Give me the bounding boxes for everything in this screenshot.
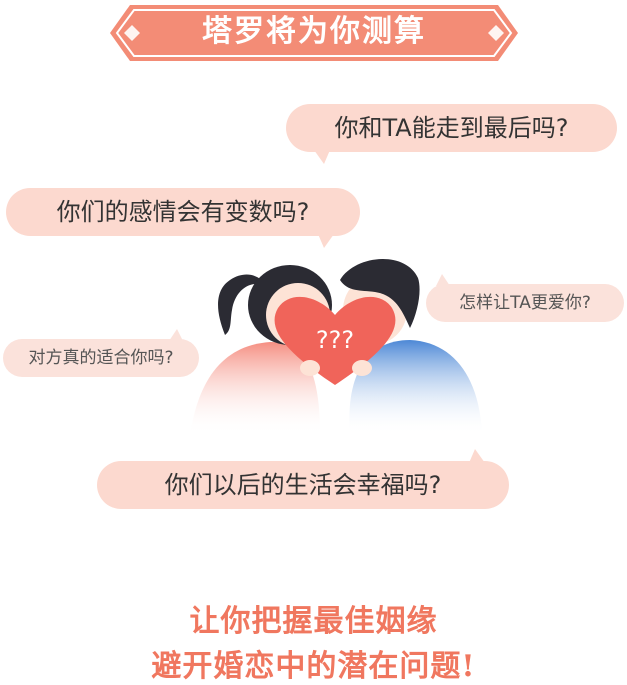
hand — [300, 360, 320, 376]
man-hair — [340, 259, 420, 328]
question-bubble-1: 你和TA能走到最后吗? — [286, 104, 617, 164]
question-text: 你们以后的生活会幸福吗? — [164, 471, 442, 499]
woman-ponytail — [218, 274, 265, 335]
woman-body — [190, 342, 320, 435]
man-body — [349, 340, 482, 435]
question-bubble-5: 你们以后的生活会幸福吗? — [97, 449, 509, 509]
hand — [352, 360, 372, 376]
question-bubble-3: 怎样让TA更爱你? — [426, 274, 624, 322]
question-bubble-2: 你们的感情会有变数吗? — [6, 188, 360, 248]
question-text: 你和TA能走到最后吗? — [334, 114, 569, 142]
page-title: 塔罗将为你测算 — [202, 14, 426, 49]
slogan-line-2: 避开婚恋中的潜在问题! — [151, 649, 476, 684]
slogan-line-1: 让你把握最佳姻缘 — [189, 604, 438, 639]
couple-illustration: ??? — [170, 250, 490, 450]
question-text: 你们的感情会有变数吗? — [56, 198, 310, 226]
question-text: 怎样让TA更爱你? — [459, 293, 591, 313]
question-bubble-4: 对方真的适合你吗? — [3, 329, 199, 377]
heart-text: ??? — [316, 326, 354, 354]
title-banner: 塔罗将为你测算 — [108, 3, 520, 63]
banner-shape — [110, 5, 518, 61]
question-text: 对方真的适合你吗? — [28, 348, 174, 368]
